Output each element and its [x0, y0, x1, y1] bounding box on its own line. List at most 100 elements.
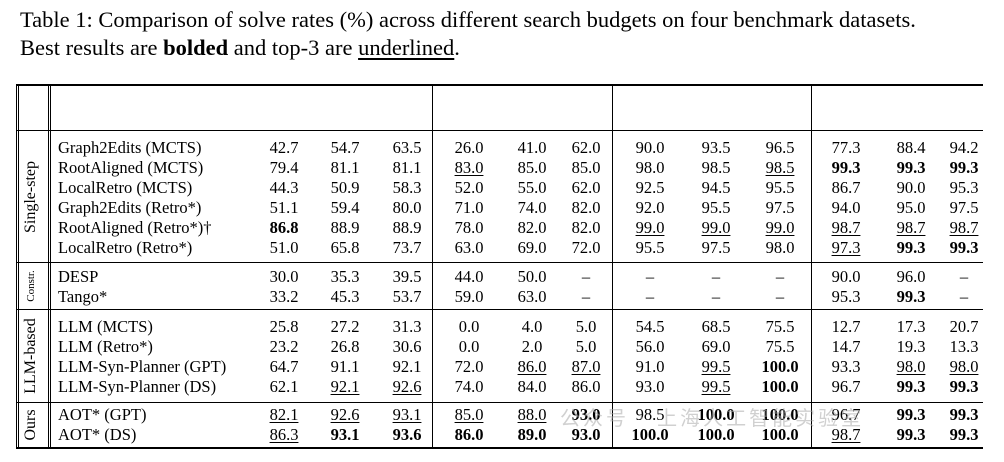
table-cell: 98.7: [831, 218, 861, 237]
table-cell: 94.2: [949, 138, 979, 157]
table-cell: 85.0: [454, 405, 484, 424]
group-label: Single-step: [16, 131, 46, 262]
table-caption: Table 1: Comparison of solve rates (%) a…: [20, 6, 995, 62]
table-cell: 51.1: [269, 198, 299, 217]
table-cell: 90.0: [635, 138, 665, 157]
table-cell: 12.7: [831, 317, 861, 336]
method-name: RootAligned (Retro*)†: [58, 218, 212, 237]
table-cell: 96.7: [831, 405, 861, 424]
group-label-text: Single-step: [22, 160, 39, 233]
table-cell: 96.7: [831, 377, 861, 396]
bottom-rule: [16, 447, 983, 449]
table-cell: 71.0: [454, 198, 484, 217]
method-name: Graph2Edits (MCTS): [58, 138, 202, 157]
table-cell: 99.3: [949, 425, 979, 444]
table-cell: 97.5: [949, 198, 979, 217]
table-cell: 95.5: [765, 178, 795, 197]
table-cell: 85.0: [517, 158, 547, 177]
watermark: 公众号 · 上海人工智能实验室: [560, 406, 865, 430]
method-name: LLM-Syn-Planner (GPT): [58, 357, 227, 376]
table-cell: 92.1: [392, 357, 422, 376]
table-cell: 51.0: [269, 238, 299, 257]
table-cell: 72.0: [571, 238, 601, 257]
method-name: RootAligned (MCTS): [58, 158, 204, 177]
col-divider-line: [811, 85, 812, 448]
table-cell: 92.1: [330, 377, 360, 396]
table-cell: 90.0: [896, 178, 926, 197]
table-cell: 100.0: [761, 377, 799, 396]
table-cell: 65.8: [330, 238, 360, 257]
table-cell: 17.3: [896, 317, 926, 336]
table-cell: 97.5: [701, 238, 731, 257]
table-cell: 50.9: [330, 178, 360, 197]
table-cell: 77.3: [831, 138, 861, 157]
table-cell: 72.0: [454, 357, 484, 376]
table-cell: 44.3: [269, 178, 299, 197]
table-cell: 100.0: [697, 425, 735, 444]
table-cell: 69.0: [701, 337, 731, 356]
table-cell: 86.3: [269, 425, 299, 444]
table-cell: 93.0: [571, 405, 601, 424]
table-cell: 89.0: [517, 425, 547, 444]
table-cell: 13.3: [949, 337, 979, 356]
table-cell: 93.3: [831, 357, 861, 376]
table-cell: 99.3: [949, 377, 979, 396]
table-cell: 95.5: [635, 238, 665, 257]
table-cell: 97.3: [831, 238, 861, 257]
table-cell: 44.0: [454, 267, 484, 286]
table-cell: –: [959, 287, 969, 306]
left-border-line: [48, 85, 49, 448]
group-rule: [16, 262, 983, 263]
table-cell: 62.0: [571, 138, 601, 157]
table-cell: 82.0: [517, 218, 547, 237]
table-cell: 98.7: [831, 425, 861, 444]
table-cell: 93.0: [571, 425, 601, 444]
table-cell: 84.0: [517, 377, 547, 396]
table-cell: 93.1: [392, 405, 422, 424]
table-cell: 74.0: [454, 377, 484, 396]
table-cell: 99.5: [701, 357, 731, 376]
table-cell: 59.4: [330, 198, 360, 217]
group-label: Constr.: [16, 263, 46, 309]
table-cell: 69.0: [517, 238, 547, 257]
table-cell: 86.0: [454, 425, 484, 444]
table-cell: 19.3: [896, 337, 926, 356]
table-cell: 42.7: [269, 138, 299, 157]
table-cell: 45.3: [330, 287, 360, 306]
table-cell: 90.0: [831, 267, 861, 286]
table-cell: 25.8: [269, 317, 299, 336]
method-name: AOT* (DS): [58, 425, 137, 444]
table-cell: 81.1: [392, 158, 422, 177]
table-cell: –: [711, 267, 721, 286]
table-cell: 81.1: [330, 158, 360, 177]
table-cell: 98.7: [949, 218, 979, 237]
table-cell: 96.0: [896, 267, 926, 286]
table-cell: 27.2: [330, 317, 360, 336]
table-cell: 98.0: [635, 158, 665, 177]
table-cell: 31.3: [392, 317, 422, 336]
table-cell: 98.5: [701, 158, 731, 177]
group-label-text: LLM-based: [22, 318, 39, 394]
table-cell: 52.0: [454, 178, 484, 197]
table-cell: 88.0: [517, 405, 547, 424]
table-cell: 99.3: [896, 238, 926, 257]
table-cell: 85.0: [571, 158, 601, 177]
method-name: Tango*: [58, 287, 108, 306]
table-cell: 82.0: [571, 198, 601, 217]
group-label-text: Ours: [22, 409, 39, 441]
table-cell: 54.7: [330, 138, 360, 157]
table-cell: 98.5: [765, 158, 795, 177]
table-cell: 99.3: [896, 405, 926, 424]
table-cell: 62.1: [269, 377, 299, 396]
table-cell: 99.0: [635, 218, 665, 237]
table-cell: 82.0: [571, 218, 601, 237]
table-cell: 92.6: [392, 377, 422, 396]
table-cell: 87.0: [571, 357, 601, 376]
table-cell: 93.6: [392, 425, 422, 444]
table-cell: 39.5: [392, 267, 422, 286]
table-cell: 68.5: [701, 317, 731, 336]
table-cell: 88.9: [330, 218, 360, 237]
table-cell: 86.8: [269, 218, 299, 237]
table-cell: 56.0: [635, 337, 665, 356]
method-name: LocalRetro (Retro*): [58, 238, 193, 257]
